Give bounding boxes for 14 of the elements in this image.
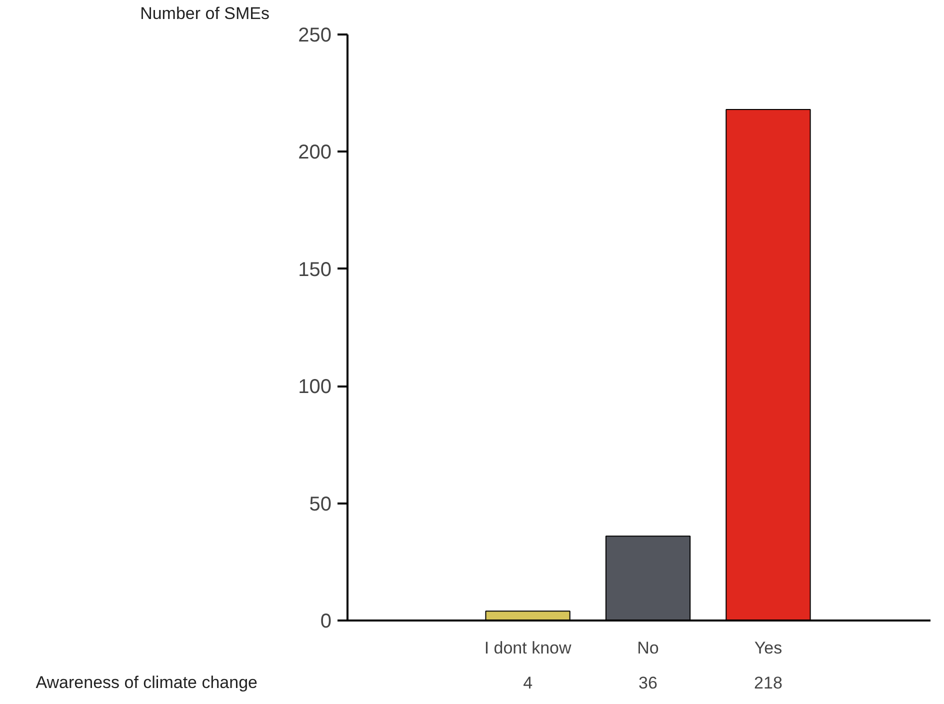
data-label: 218 xyxy=(754,674,782,692)
data-label: 4 xyxy=(523,674,533,692)
y-tick-label: 0 xyxy=(320,610,332,632)
x-axis-title: Awareness of climate change xyxy=(36,673,258,692)
y-tick-label: 200 xyxy=(298,142,332,164)
y-tick-label: 250 xyxy=(298,24,332,46)
data-label: 36 xyxy=(638,674,658,692)
y-axis-title: Number of SMEs xyxy=(140,4,270,23)
x-tick-label: I dont know xyxy=(484,638,572,658)
y-tick-label: 150 xyxy=(298,258,332,281)
y-tick-label: 50 xyxy=(309,493,332,516)
x-tick-label: Yes xyxy=(754,638,782,658)
y-tick-label: 100 xyxy=(298,376,332,398)
x-tick-label: No xyxy=(637,638,659,658)
